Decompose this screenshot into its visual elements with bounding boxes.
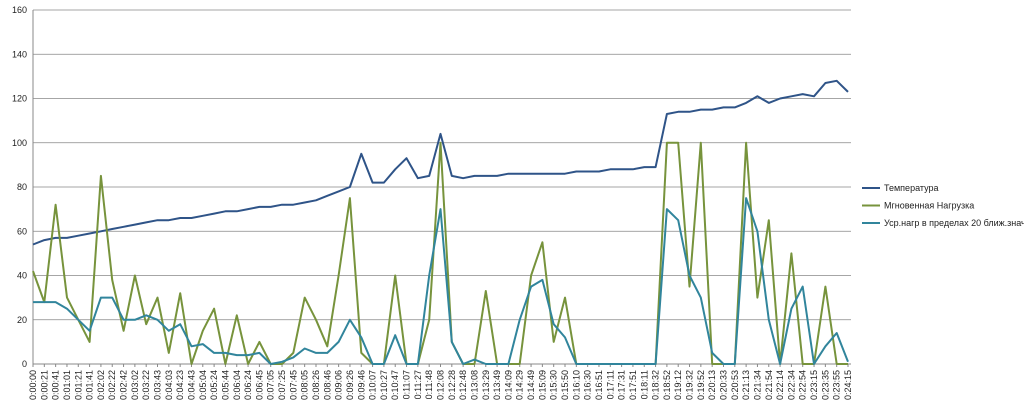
x-tick-label: 0:00:41 xyxy=(51,370,61,400)
x-tick-label: 0:20:53 xyxy=(730,370,740,400)
y-tick-label: 0 xyxy=(22,359,27,369)
x-tick-label: 0:05:44 xyxy=(220,370,230,400)
x-tick-label: 0:23:15 xyxy=(809,370,819,400)
y-tick-label: 20 xyxy=(17,315,27,325)
x-tick-label: 0:15:09 xyxy=(537,370,547,400)
x-tick-label: 0:11:07 xyxy=(402,370,412,399)
series-line xyxy=(33,197,849,365)
legend-label: Мгновенная Нагрузка xyxy=(884,201,974,211)
x-tick-label: 0:07:25 xyxy=(277,370,287,400)
x-tick-label: 0:14:09 xyxy=(503,370,513,400)
x-tick-label: 0:03:43 xyxy=(153,370,163,400)
x-tick-label: 0:16:51 xyxy=(594,370,604,400)
x-tick-label: 0:23:55 xyxy=(832,370,842,400)
x-tick-label: 0:05:24 xyxy=(209,370,219,400)
x-tick-label: 0:03:02 xyxy=(130,370,140,400)
y-tick-label: 100 xyxy=(12,138,27,148)
x-tick-label: 0:05:04 xyxy=(198,370,208,400)
x-tick-label: 0:14:49 xyxy=(526,370,536,400)
x-tick-label: 0:18:32 xyxy=(651,370,661,400)
x-tick-label: 0:09:06 xyxy=(334,370,344,400)
x-tick-label: 0:18:52 xyxy=(662,370,672,400)
x-tick-label: 0:01:41 xyxy=(85,370,95,400)
x-tick-label: 0:13:29 xyxy=(481,370,491,400)
x-tick-label: 0:09:26 xyxy=(345,370,355,400)
x-tick-label: 0:16:10 xyxy=(571,370,581,400)
x-tick-label: 0:20:13 xyxy=(707,370,717,400)
x-tick-label: 0:00:21 xyxy=(39,370,49,400)
series-line xyxy=(32,141,848,365)
x-tick-label: 0:13:08 xyxy=(469,370,479,400)
x-tick-label: 0:21:13 xyxy=(741,370,751,400)
x-tick-label: 0:15:50 xyxy=(560,370,570,400)
x-tick-label: 0:20:33 xyxy=(718,370,728,400)
x-tick-label: 0:06:45 xyxy=(254,370,264,400)
x-tick-label: 0:10:27 xyxy=(379,370,389,400)
x-tick-label: 0:19:32 xyxy=(685,370,695,400)
y-tick-label: 120 xyxy=(12,94,27,104)
x-tick-label: 0:06:24 xyxy=(243,370,253,400)
x-tick-label: 0:21:34 xyxy=(752,370,762,400)
x-tick-label: 0:02:02 xyxy=(96,370,106,400)
x-tick-label: 0:03:22 xyxy=(141,370,151,400)
x-tick-label: 0:04:03 xyxy=(164,370,174,400)
x-tick-label: 0:02:22 xyxy=(107,370,117,400)
y-tick-label: 80 xyxy=(17,182,27,192)
x-tick-label: 0:13:49 xyxy=(492,370,502,400)
x-tick-label: 0:01:21 xyxy=(73,370,83,400)
y-tick-label: 60 xyxy=(17,226,27,236)
x-tick-label: 0:18:11 xyxy=(639,370,649,399)
x-tick-label: 0:01:01 xyxy=(62,370,72,400)
legend-label: Температура xyxy=(884,183,939,193)
x-tick-label: 0:04:23 xyxy=(175,370,185,400)
series-line xyxy=(32,79,849,246)
x-tick-label: 0:10:07 xyxy=(368,370,378,400)
x-tick-label: 0:12:48 xyxy=(458,370,468,400)
x-tick-label: 0:08:46 xyxy=(322,370,332,400)
x-tick-label: 0:22:54 xyxy=(798,370,808,400)
x-tick-label: 0:17:51 xyxy=(628,370,638,400)
x-tick-label: 0:23:35 xyxy=(820,370,830,400)
x-tick-label: 0:11:27 xyxy=(413,370,423,399)
x-tick-label: 0:19:12 xyxy=(673,370,683,400)
x-tick-label: 0:08:05 xyxy=(300,370,310,400)
y-tick-label: 40 xyxy=(17,271,27,281)
y-tick-label: 160 xyxy=(12,5,27,15)
x-tick-label: 0:08:26 xyxy=(311,370,321,400)
x-tick-label: 0:04:43 xyxy=(186,370,196,400)
x-tick-label: 0:17:31 xyxy=(617,370,627,400)
x-tick-label: 0:15:30 xyxy=(549,370,559,400)
x-tick-label: 0:19:52 xyxy=(696,370,706,400)
legend-label: Уср.нагр в пределах 20 ближ.знач xyxy=(884,218,1024,228)
x-tick-label: 0:07:05 xyxy=(266,370,276,400)
x-tick-label: 0:00:00 xyxy=(28,370,38,400)
x-tick-label: 0:16:30 xyxy=(583,370,593,400)
x-tick-label: 0:12:28 xyxy=(447,370,457,400)
x-tick-label: 0:24:15 xyxy=(843,370,853,400)
x-tick-label: 0:22:34 xyxy=(786,370,796,400)
x-tick-label: 0:07:45 xyxy=(288,370,298,400)
x-tick-label: 0:02:42 xyxy=(119,370,129,400)
x-tick-label: 0:17:11 xyxy=(605,370,615,399)
x-tick-label: 0:21:54 xyxy=(764,370,774,400)
x-tick-label: 0:12:08 xyxy=(436,370,446,400)
x-tick-label: 0:11:48 xyxy=(424,370,434,399)
y-tick-label: 140 xyxy=(12,49,27,59)
x-tick-label: 0:10:47 xyxy=(390,370,400,400)
x-tick-label: 0:14:29 xyxy=(515,370,525,400)
x-tick-label: 0:22:14 xyxy=(775,370,785,400)
x-tick-label: 0:06:04 xyxy=(232,370,242,400)
x-tick-label: 0:09:46 xyxy=(356,370,366,400)
